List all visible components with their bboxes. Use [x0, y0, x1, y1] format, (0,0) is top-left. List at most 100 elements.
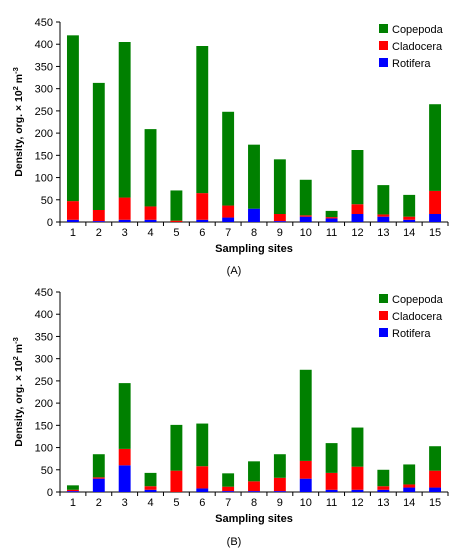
bar-segment-cladocera	[144, 486, 157, 490]
legend-label-rotifera: Rotifera	[392, 328, 431, 340]
bar-segment-copepoda	[325, 210, 338, 218]
y-tick-label: 150	[35, 150, 53, 162]
y-tick-label: 450	[35, 17, 53, 29]
bar-segment-rotifera	[66, 491, 79, 492]
bar-segment-cladocera	[403, 484, 416, 488]
bar-segment-copepoda	[144, 472, 157, 487]
bar-segment-copepoda	[66, 485, 79, 490]
bar-segment-rotifera	[92, 221, 105, 222]
bar-segment-rotifera	[248, 208, 260, 222]
x-tick-label: 10	[300, 227, 312, 239]
bar-segment-cladocera	[377, 486, 390, 490]
y-axis-label: Density, org. × 102 m-3	[11, 337, 26, 447]
bar-segment-copepoda	[351, 427, 364, 467]
bar-segment-copepoda	[351, 150, 364, 205]
bar-segment-cladocera	[170, 470, 183, 492]
x-tick-label: 15	[429, 227, 441, 239]
y-tick-label: 0	[47, 487, 53, 499]
bar-segment-copepoda	[248, 461, 260, 482]
bar-segment-copepoda	[196, 46, 209, 194]
bar-segment-copepoda	[403, 464, 416, 485]
bar-segment-cladocera	[196, 193, 209, 220]
bar-segment-rotifera	[222, 217, 235, 222]
bar-segment-copepoda	[170, 424, 183, 471]
y-tick-label: 300	[35, 84, 53, 96]
bar-segment-cladocera	[325, 472, 338, 490]
x-tick-label: 8	[251, 227, 257, 239]
y-axis-label-text: Density, org. × 10	[13, 360, 25, 447]
legend-swatch-cladocera	[379, 41, 388, 50]
y-tick-label: 200	[35, 398, 53, 410]
x-tick-label: 3	[122, 227, 128, 239]
bar-segment-rotifera	[118, 465, 131, 492]
bar-segment-cladocera	[170, 220, 183, 222]
bar-segment-copepoda	[118, 383, 131, 449]
bar-segment-copepoda	[273, 159, 286, 214]
x-axis-label: Sampling sites	[215, 513, 293, 525]
x-tick-label: 10	[300, 497, 312, 509]
bar-segment-copepoda	[222, 111, 235, 206]
bar-segment-rotifera	[273, 221, 286, 222]
bar-segment-rotifera	[403, 219, 416, 222]
y-axis-label-superscript: -3	[11, 337, 20, 344]
x-tick-label: 3	[122, 497, 128, 509]
legend-label-copepoda: Copepoda	[392, 24, 444, 36]
bar-segment-rotifera	[118, 219, 131, 222]
bar-segment-cladocera	[66, 489, 79, 492]
x-tick-label: 2	[96, 227, 102, 239]
bar-segment-rotifera	[377, 216, 390, 222]
bar-segment-cladocera	[66, 201, 79, 220]
bar-segment-cladocera	[118, 197, 131, 220]
bar-segment-rotifera	[196, 488, 209, 492]
bar-segment-rotifera	[403, 487, 416, 492]
bar-segment-copepoda	[299, 369, 312, 461]
x-tick-label: 7	[225, 497, 231, 509]
y-axis-label-superscript: -3	[11, 67, 20, 74]
y-axis-label-superscript: 2	[11, 86, 20, 90]
bar-segment-cladocera	[273, 477, 286, 492]
x-tick-label: 14	[403, 227, 415, 239]
x-tick-label: 1	[70, 227, 76, 239]
y-axis-label-text: m	[13, 74, 25, 86]
bar-segment-cladocera	[429, 470, 442, 488]
y-axis-label-text: m	[13, 344, 25, 356]
bar-segment-copepoda	[92, 82, 105, 210]
y-tick-label: 400	[35, 39, 53, 51]
y-axis-label-superscript: 2	[11, 356, 20, 360]
bar-segment-copepoda	[92, 454, 105, 478]
y-tick-label: 450	[35, 287, 53, 299]
bar-segment-copepoda	[196, 423, 209, 467]
x-axis-label: Sampling sites	[215, 243, 293, 255]
x-tick-label: 8	[251, 497, 257, 509]
x-tick-label: 4	[147, 227, 153, 239]
bar-segment-rotifera	[144, 489, 157, 492]
bar-segment-rotifera	[144, 219, 157, 222]
bar-segment-cladocera	[299, 215, 312, 217]
x-tick-label: 5	[173, 227, 179, 239]
bar-segment-cladocera	[92, 210, 105, 222]
bar-segment-copepoda	[222, 473, 235, 487]
bar-segment-rotifera	[222, 491, 235, 492]
legend-swatch-rotifera	[379, 58, 388, 67]
y-tick-label: 200	[35, 128, 53, 140]
bar-segment-cladocera	[377, 214, 390, 217]
bar-segment-copepoda	[429, 104, 442, 191]
x-tick-label: 12	[351, 227, 363, 239]
bar-segment-copepoda	[273, 454, 286, 478]
bar-segment-rotifera	[196, 219, 209, 222]
x-tick-label: 12	[351, 497, 363, 509]
x-tick-label: 6	[199, 497, 205, 509]
bar-segment-cladocera	[351, 204, 364, 214]
x-tick-label: 5	[173, 497, 179, 509]
bar-segment-rotifera	[273, 491, 286, 492]
bar-segment-cladocera	[118, 448, 131, 466]
bar-segment-rotifera	[92, 478, 105, 492]
x-tick-label: 13	[377, 497, 389, 509]
bar-segment-rotifera	[66, 219, 79, 222]
bar-segment-cladocera	[351, 466, 364, 490]
bar-segment-rotifera	[299, 216, 312, 222]
legend-label-cladocera: Cladocera	[392, 311, 443, 323]
y-tick-label: 250	[35, 376, 53, 388]
